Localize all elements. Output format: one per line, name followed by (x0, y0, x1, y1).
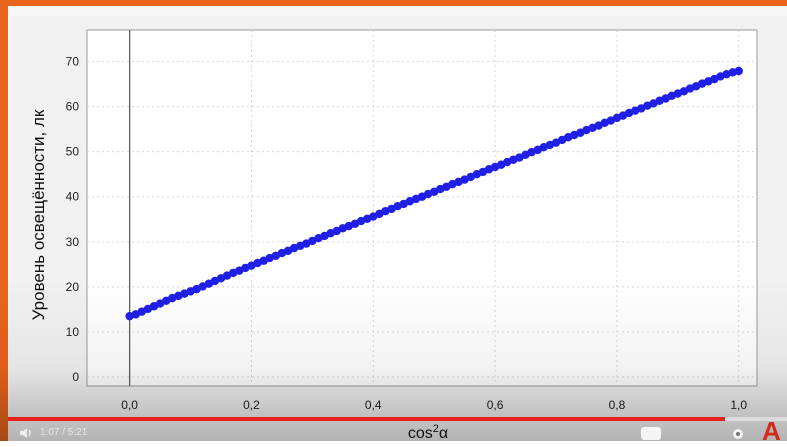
left-accent-edge (0, 6, 8, 441)
y-axis-label: Уровень освещённости, лк (29, 109, 48, 320)
x-tick-label: 1,0 (730, 398, 747, 412)
data-point (734, 66, 743, 76)
x-tick-labels: 0,0 0,2 0,4 0,6 0,8 1,0 (121, 398, 747, 412)
y-tick-label: 50 (66, 145, 80, 159)
y-tick-label: 70 (66, 55, 80, 69)
top-accent-bar (0, 0, 787, 6)
y-tick-label: 30 (66, 235, 80, 249)
player-controls: 1:07 / 5:21 (0, 423, 787, 441)
plot-area (86, 29, 758, 387)
x-tick-label: 0,0 (121, 398, 138, 412)
progress-bar[interactable] (8, 417, 787, 421)
y-tick-label: 0 (72, 370, 79, 384)
y-tick-label: 60 (66, 100, 80, 114)
y-tick-label: 40 (66, 190, 80, 204)
channel-logo-icon: A (762, 416, 781, 446)
x-tick-label: 0,8 (609, 398, 626, 412)
volume-icon[interactable] (18, 425, 34, 441)
time-display: 1:07 / 5:21 (40, 427, 88, 438)
y-tick-labels: 0 10 20 30 40 50 60 70 (66, 55, 80, 384)
gear-icon[interactable] (730, 425, 746, 441)
y-tick-label: 10 (66, 325, 80, 339)
x-tick-label: 0,2 (243, 398, 260, 412)
subtitles-icon[interactable] (640, 425, 662, 441)
y-tick-label: 20 (66, 280, 80, 294)
data-points (125, 66, 743, 321)
progress-bar-fill (8, 417, 725, 421)
x-tick-label: 0,6 (487, 398, 504, 412)
x-tick-label: 0,4 (365, 398, 382, 412)
